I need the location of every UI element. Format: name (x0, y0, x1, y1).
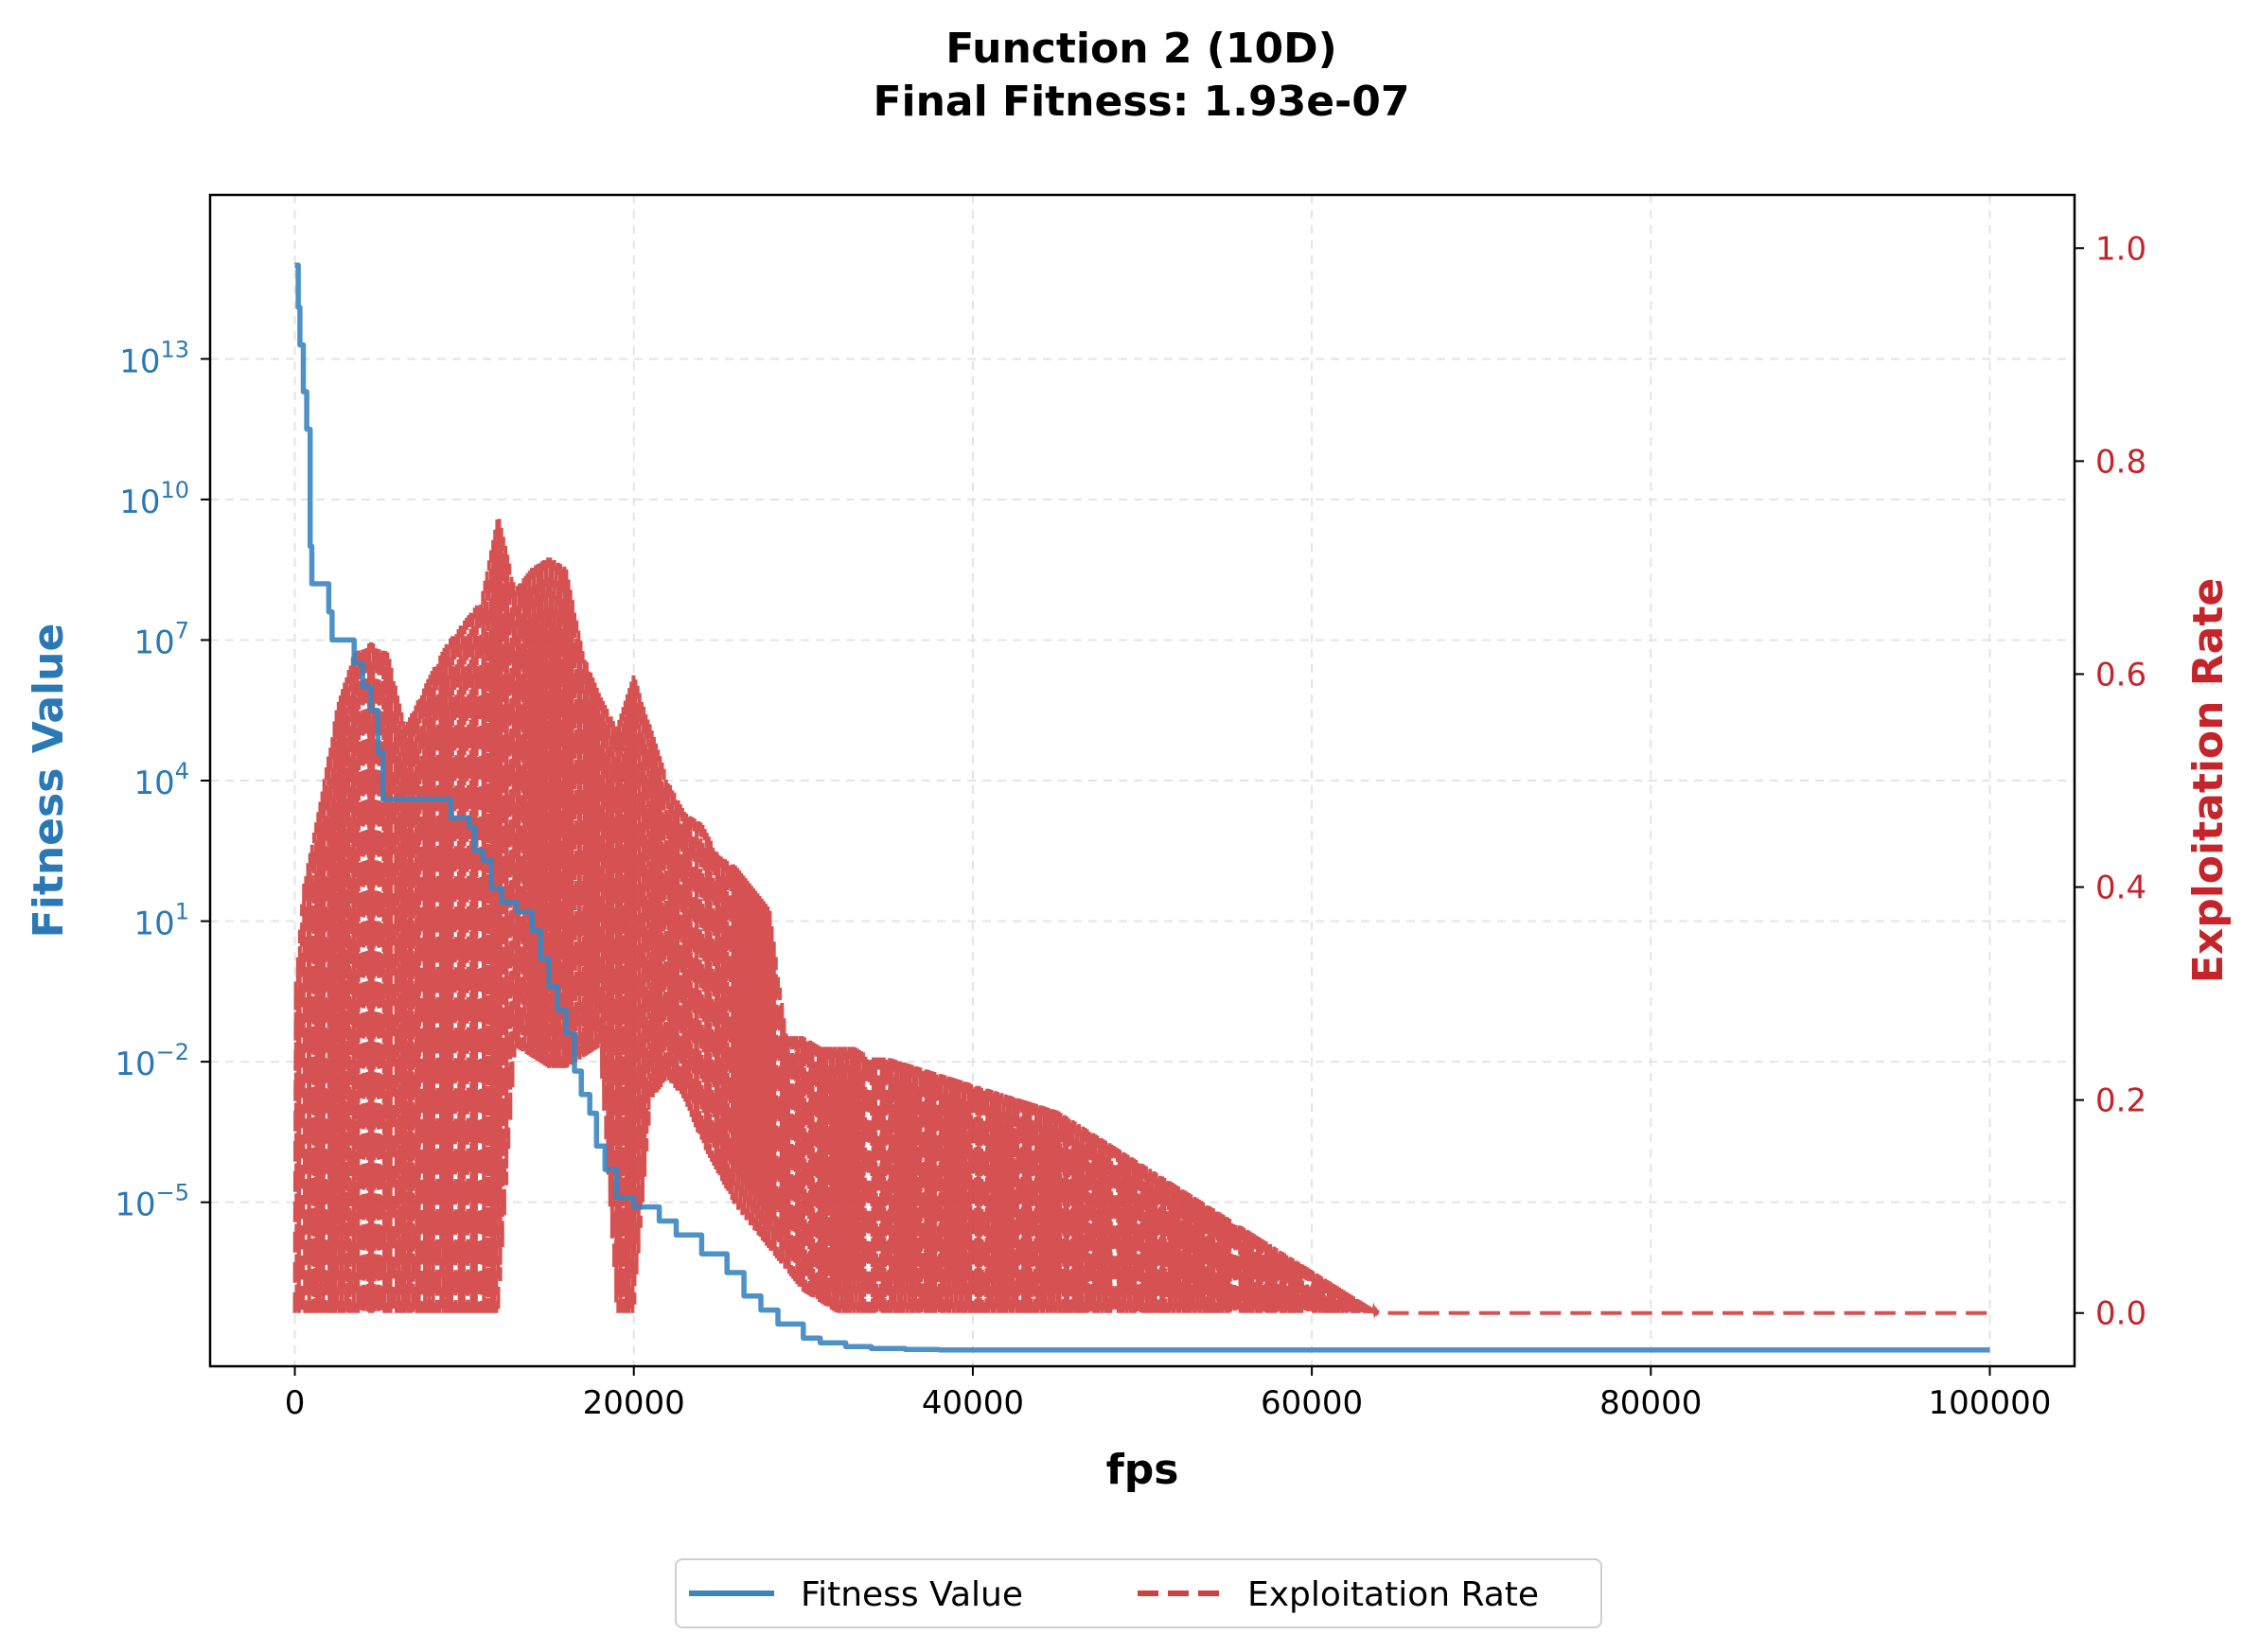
fitness-value-line (294, 262, 1990, 1353)
y-left-tick-label: 10−5 (115, 1180, 189, 1224)
x-axis-label: fps (1106, 1446, 1179, 1494)
y-right-tick-label: 0.4 (2095, 870, 2146, 907)
y-right-tick-label: 1.0 (2095, 230, 2146, 268)
y-axis-right-label: Exploitation Rate (2184, 578, 2233, 983)
y-left-tick-label: 101 (133, 899, 189, 943)
exploitation-rate-line (292, 518, 1989, 1319)
legend-exploitation-label: Exploitation Rate (1247, 1575, 1539, 1614)
y-right-tick-label: 0.2 (2095, 1082, 2146, 1120)
legend-fitness-label: Fitness Value (801, 1575, 1023, 1614)
x-tick-label: 60000 (1261, 1384, 1363, 1422)
y-left-tick-label: 1010 (119, 477, 189, 521)
chart-subtitle: Final Fitness: 1.93e-07 (873, 78, 1409, 126)
x-axis: 0 20000 40000 60000 80000 100000 (285, 1366, 2052, 1422)
x-tick-label: 0 (285, 1384, 306, 1422)
y-axis-right: 0.0 0.2 0.4 0.6 0.8 1.0 (2075, 230, 2146, 1333)
y-axis-left: 1013 1010 107 104 101 10−2 10−5 (115, 336, 210, 1224)
y-left-tick-label: 104 (133, 758, 189, 802)
x-tick-label: 80000 (1599, 1384, 1702, 1422)
y-right-tick-label: 0.8 (2095, 443, 2146, 481)
legend: Fitness Value Exploitation Rate (675, 1558, 1602, 1628)
y-axis-left-label: Fitness Value (25, 624, 73, 939)
plot-area (292, 262, 1990, 1353)
chart-title: Function 2 (10D) (945, 25, 1337, 73)
x-tick-label: 40000 (922, 1384, 1024, 1422)
y-left-tick-label: 107 (133, 617, 189, 661)
x-tick-label: 100000 (1929, 1384, 2052, 1422)
y-left-tick-label: 1013 (119, 336, 189, 380)
x-tick-label: 20000 (583, 1384, 685, 1422)
y-right-tick-label: 0.6 (2095, 656, 2146, 694)
y-right-tick-label: 0.0 (2095, 1295, 2146, 1333)
y-left-tick-label: 10−2 (115, 1039, 189, 1083)
